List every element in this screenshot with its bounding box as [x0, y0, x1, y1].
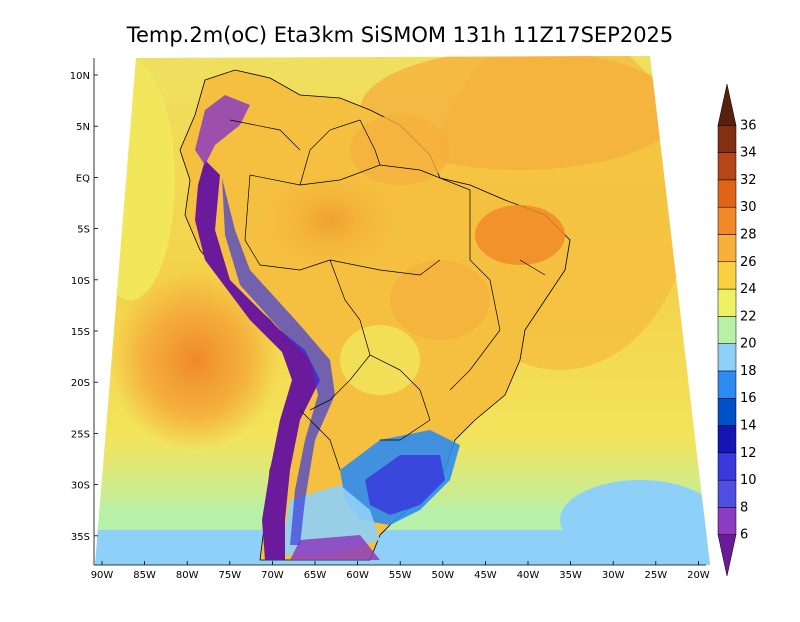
colorbar-swatch: [717, 534, 737, 577]
andes-cool-flank: [222, 178, 335, 545]
pacific-northwest-cool: [95, 60, 175, 300]
colorbar-swatch: [717, 316, 737, 344]
colorbar: 6 8 10 12 14 16 18 20 22 24 26 28 30 32 34 36: [717, 83, 757, 577]
colorbar-label: 36: [740, 118, 757, 133]
colorbar-swatch: [717, 452, 737, 481]
colorbar-label: 28: [740, 227, 757, 242]
colorbar-label: 32: [740, 173, 757, 188]
lon-tick-label: 45W: [474, 570, 497, 581]
colorbar-label: 22: [740, 309, 757, 324]
lon-tick-label: 75W: [218, 570, 241, 581]
colorbar-label: 30: [740, 200, 757, 215]
lat-tick-label: 5N: [76, 122, 90, 133]
colorbar-label: 14: [740, 419, 757, 434]
political-borders: [229, 119, 546, 471]
amazon-warm: [250, 160, 410, 280]
south-brazil-cold: [365, 455, 445, 515]
colorbar-label: 12: [740, 446, 757, 461]
lon-tick-label: 60W: [346, 570, 369, 581]
lon-tick-label: 25W: [644, 570, 667, 581]
pacific-warm-zone: [110, 270, 280, 450]
latitude-axis: 10N 5N EQ 5S 10S 15S 20S 25S 30S 35S: [70, 58, 98, 565]
colorbar-swatch: [717, 179, 737, 208]
colorbar-label: 18: [740, 364, 757, 379]
colorbar-swatch: [717, 83, 737, 126]
andes-north-cold: [195, 95, 250, 165]
northeast-hot: [475, 205, 565, 265]
lon-tick-label: 50W: [431, 570, 454, 581]
lat-tick-label: 20S: [71, 378, 90, 389]
colorbar-label: 6: [740, 528, 748, 543]
colorbar-swatch: [717, 125, 737, 153]
andes-cold-belt: [195, 160, 320, 560]
southwest-atlantic-cool: [560, 480, 710, 560]
lat-tick-label: 5S: [77, 225, 90, 236]
lat-tick-label: 15S: [71, 327, 90, 338]
colorbar-swatch: [717, 370, 737, 399]
lat-tick-label: 10S: [71, 276, 90, 287]
colorbar-swatch: [717, 288, 737, 317]
lon-tick-label: 30W: [602, 570, 625, 581]
lat-tick-label: 10N: [70, 71, 90, 82]
lat-tick-label: 30S: [71, 481, 90, 492]
colorbar-swatch: [717, 343, 737, 372]
lon-tick-label: 35W: [559, 570, 582, 581]
map-domain: [95, 56, 710, 565]
lon-tick-label: 80W: [176, 570, 199, 581]
colorbar-label: 8: [740, 500, 748, 515]
lon-tick-label: 40W: [517, 570, 540, 581]
lon-tick-label: 70W: [261, 570, 284, 581]
colorbar-swatch: [717, 479, 737, 508]
lon-tick-label: 65W: [304, 570, 327, 581]
colorbar-swatch: [717, 152, 737, 181]
colorbar-label: 10: [740, 473, 757, 488]
colorbar-swatch: [717, 234, 737, 263]
central-warm: [390, 260, 490, 340]
colorbar-label: 24: [740, 282, 757, 297]
colorbar-label: 20: [740, 337, 757, 352]
map-title: Temp.2m(oC) Eta3km SiSMOM 131h 11Z17SEP2…: [126, 23, 674, 47]
colorbar-swatch: [717, 206, 737, 235]
lon-tick-label: 85W: [133, 570, 156, 581]
lon-tick-label: 55W: [389, 570, 412, 581]
colorbar-label: 34: [740, 146, 757, 161]
colorbar-swatch: [717, 425, 737, 454]
colorbar-label: 26: [740, 255, 757, 270]
longitude-axis: 90W 85W 80W 75W 70W 65W 60W 55W 50W 45W 40W 35W 30W 2…: [91, 561, 710, 581]
lat-tick-label: EQ: [76, 173, 90, 184]
colorbar-swatch: [717, 507, 737, 535]
colorbar-label: 16: [740, 391, 757, 406]
lat-tick-label: 35S: [71, 532, 90, 543]
colorbar-swatch: [717, 261, 737, 290]
lon-tick-label: 90W: [91, 570, 114, 581]
lon-tick-label: 20W: [687, 570, 710, 581]
colorbar-swatch: [717, 397, 737, 426]
patagonia-cold: [290, 535, 380, 560]
north-warm: [350, 115, 450, 185]
lat-tick-label: 25S: [71, 429, 90, 440]
